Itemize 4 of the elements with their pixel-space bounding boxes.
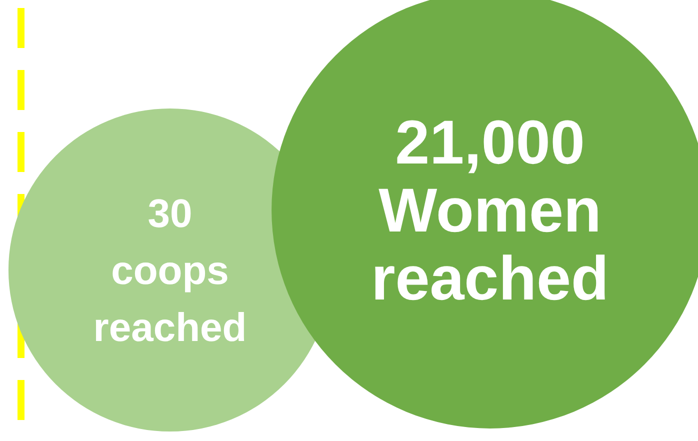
data-label: 21,000 (395, 108, 585, 178)
category-label: Women reached (371, 176, 609, 314)
category-label: coops reached (93, 249, 247, 350)
data-label: 30 (148, 192, 192, 236)
